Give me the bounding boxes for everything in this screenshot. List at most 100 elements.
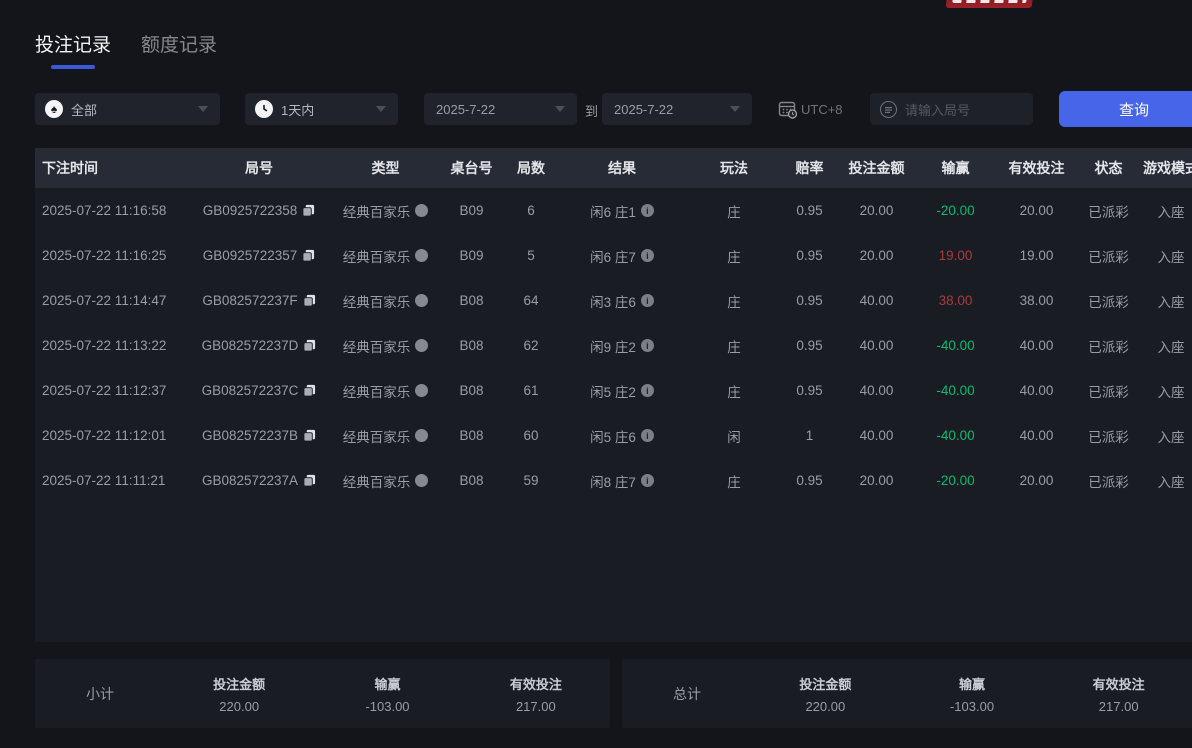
column-header-10: 有效投注: [1008, 160, 1065, 176]
cell-game-type: 经典百家乐: [328, 323, 443, 368]
result-text: 闲5 庄2: [590, 384, 636, 400]
cell-game-mode: 入座: [1157, 339, 1185, 355]
game-type-text: 经典百家乐: [342, 294, 411, 310]
cell-bet-time: 2025-07-22 11:14:47: [42, 293, 167, 308]
cell-game-type: 经典百家乐: [328, 188, 443, 233]
game-type-badge-icon: [415, 249, 429, 262]
cell-bet-amount: 20.00: [859, 203, 894, 218]
column-header-2: 类型: [371, 160, 400, 176]
round-id-text: GB082572237C: [201, 383, 299, 398]
cell-bet-time: 2025-07-22 11:16:25: [42, 248, 167, 263]
cell-play-type: 庄: [727, 204, 741, 220]
summary-item-label: 输赢: [959, 676, 986, 692]
info-icon[interactable]: i: [640, 339, 654, 352]
cell-win-loss: -40.00: [936, 338, 975, 353]
chevron-down-icon: [730, 106, 740, 112]
cell-game-type: 经典百家乐: [328, 233, 443, 278]
cell-bet-time: 2025-07-22 11:16:58: [42, 203, 167, 218]
table-row: 2025-07-22 11:12:01 GB082572237B 经典百家乐 B08 6…: [35, 413, 1192, 458]
chevron-down-icon: [198, 106, 208, 112]
column-header-11: 状态: [1094, 160, 1123, 176]
cell-table-number: B08: [459, 428, 484, 443]
summary-item-label: 有效投注: [1092, 676, 1145, 692]
date-to-picker[interactable]: 2025-7-22: [602, 93, 752, 125]
column-header-12: 游戏模式: [1143, 160, 1192, 176]
brand-logo: [945, 0, 1035, 8]
cell-game-mode: 入座: [1157, 384, 1185, 400]
table-row: 2025-07-22 11:14:47 GB082572237F 经典百家乐 B08 6…: [35, 278, 1192, 323]
result-text: 闲3 庄6: [590, 294, 636, 310]
cell-game-type: 经典百家乐: [328, 368, 443, 413]
copy-icon[interactable]: [303, 384, 316, 397]
cell-valid-bet: 20.00: [1019, 203, 1054, 218]
tab-betting-records[interactable]: 投注记录: [35, 30, 111, 69]
cell-odds: 0.95: [796, 383, 823, 398]
time-range-select[interactable]: 1天内: [245, 93, 398, 125]
cell-win-loss: 38.00: [938, 293, 973, 308]
cell-result: 闲6 庄7 i: [562, 233, 682, 278]
game-type-select[interactable]: ♠ 全部: [35, 93, 220, 125]
summary-item-label: 输赢: [374, 676, 401, 692]
query-button[interactable]: 查询: [1059, 91, 1192, 127]
summary-item-label: 有效投注: [509, 676, 562, 692]
copy-icon[interactable]: [303, 339, 316, 352]
cell-game-type: 经典百家乐: [328, 413, 443, 458]
game-type-badge-icon: [415, 204, 429, 217]
info-icon[interactable]: i: [640, 474, 654, 487]
summary-bar-subtotal: 小计 投注金额 220.00 输赢 -103.00 有效投注 217.00: [35, 659, 610, 728]
game-type-value: 全部: [71, 102, 98, 118]
cell-round-id: GB082572237A: [190, 458, 328, 503]
result-text: 闲5 庄6: [590, 429, 636, 445]
column-header-4: 局数: [517, 160, 545, 176]
cell-status: 已派彩: [1088, 474, 1129, 490]
cell-table-number: B09: [459, 248, 484, 263]
cell-bet-amount: 20.00: [859, 473, 894, 488]
tab-quota-records[interactable]: 额度记录: [141, 30, 217, 69]
copy-icon[interactable]: [302, 249, 315, 262]
date-from-picker[interactable]: 2025-7-22: [424, 93, 577, 125]
bet-records-table: 下注时间 局号 类型 桌台号 局数 结果 玩法 赔率 投注金额 输赢 有效投注 状态 游戏模式 2025…: [35, 148, 1192, 642]
summary-item: 投注金额 220.00: [752, 674, 899, 714]
info-icon[interactable]: i: [640, 294, 654, 307]
cell-game-mode: 入座: [1157, 204, 1185, 220]
info-icon[interactable]: i: [640, 429, 654, 442]
record-tabs: 投注记录 额度记录: [35, 30, 217, 69]
timezone-label: UTC+8: [801, 102, 843, 117]
game-type-text: 经典百家乐: [342, 339, 411, 355]
round-id-text: GB082572237F: [202, 293, 298, 308]
copy-icon[interactable]: [303, 429, 316, 442]
cell-play-type: 庄: [727, 474, 741, 490]
copy-icon[interactable]: [303, 474, 316, 487]
cell-round-count: 5: [527, 248, 535, 263]
cell-status: 已派彩: [1088, 339, 1129, 355]
summary-item-value: -103.00: [365, 698, 410, 714]
game-type-text: 经典百家乐: [342, 249, 411, 265]
timezone-indicator[interactable]: UTC+8: [778, 100, 843, 119]
summary-item-value: 220.00: [805, 698, 846, 714]
cell-bet-time: 2025-07-22 11:11:21: [42, 473, 166, 488]
round-number-search-input[interactable]: 请输入局号: [870, 93, 1033, 125]
game-type-badge-icon: [415, 294, 429, 307]
cell-play-type: 庄: [727, 384, 741, 400]
info-icon[interactable]: i: [640, 204, 654, 217]
cell-game-mode: 入座: [1157, 249, 1185, 265]
active-tab-underline: [51, 65, 95, 69]
cell-round-count: 59: [523, 473, 539, 488]
cell-play-type: 庄: [727, 294, 741, 310]
summary-bar-label: 小计: [86, 685, 114, 702]
summary-item-value: -103.00: [949, 698, 995, 714]
table-row: 2025-07-22 11:16:25 GB0925722357 经典百家乐 B09 5…: [35, 233, 1192, 278]
round-id-text: GB082572237D: [201, 338, 299, 353]
cell-round-id: GB082572237C: [190, 368, 328, 413]
cell-round-count: 6: [527, 203, 535, 218]
cell-table-number: B08: [459, 293, 484, 308]
copy-icon[interactable]: [302, 204, 315, 217]
info-icon[interactable]: i: [640, 249, 654, 262]
result-text: 闲9 庄2: [590, 339, 636, 355]
cell-table-number: B08: [459, 383, 484, 398]
copy-icon[interactable]: [303, 294, 316, 307]
info-icon[interactable]: i: [640, 384, 654, 397]
summary-item: 投注金额 220.00: [165, 674, 313, 714]
cell-bet-time: 2025-07-22 11:12:37: [42, 383, 167, 398]
cell-result: 闲5 庄2 i: [562, 368, 682, 413]
